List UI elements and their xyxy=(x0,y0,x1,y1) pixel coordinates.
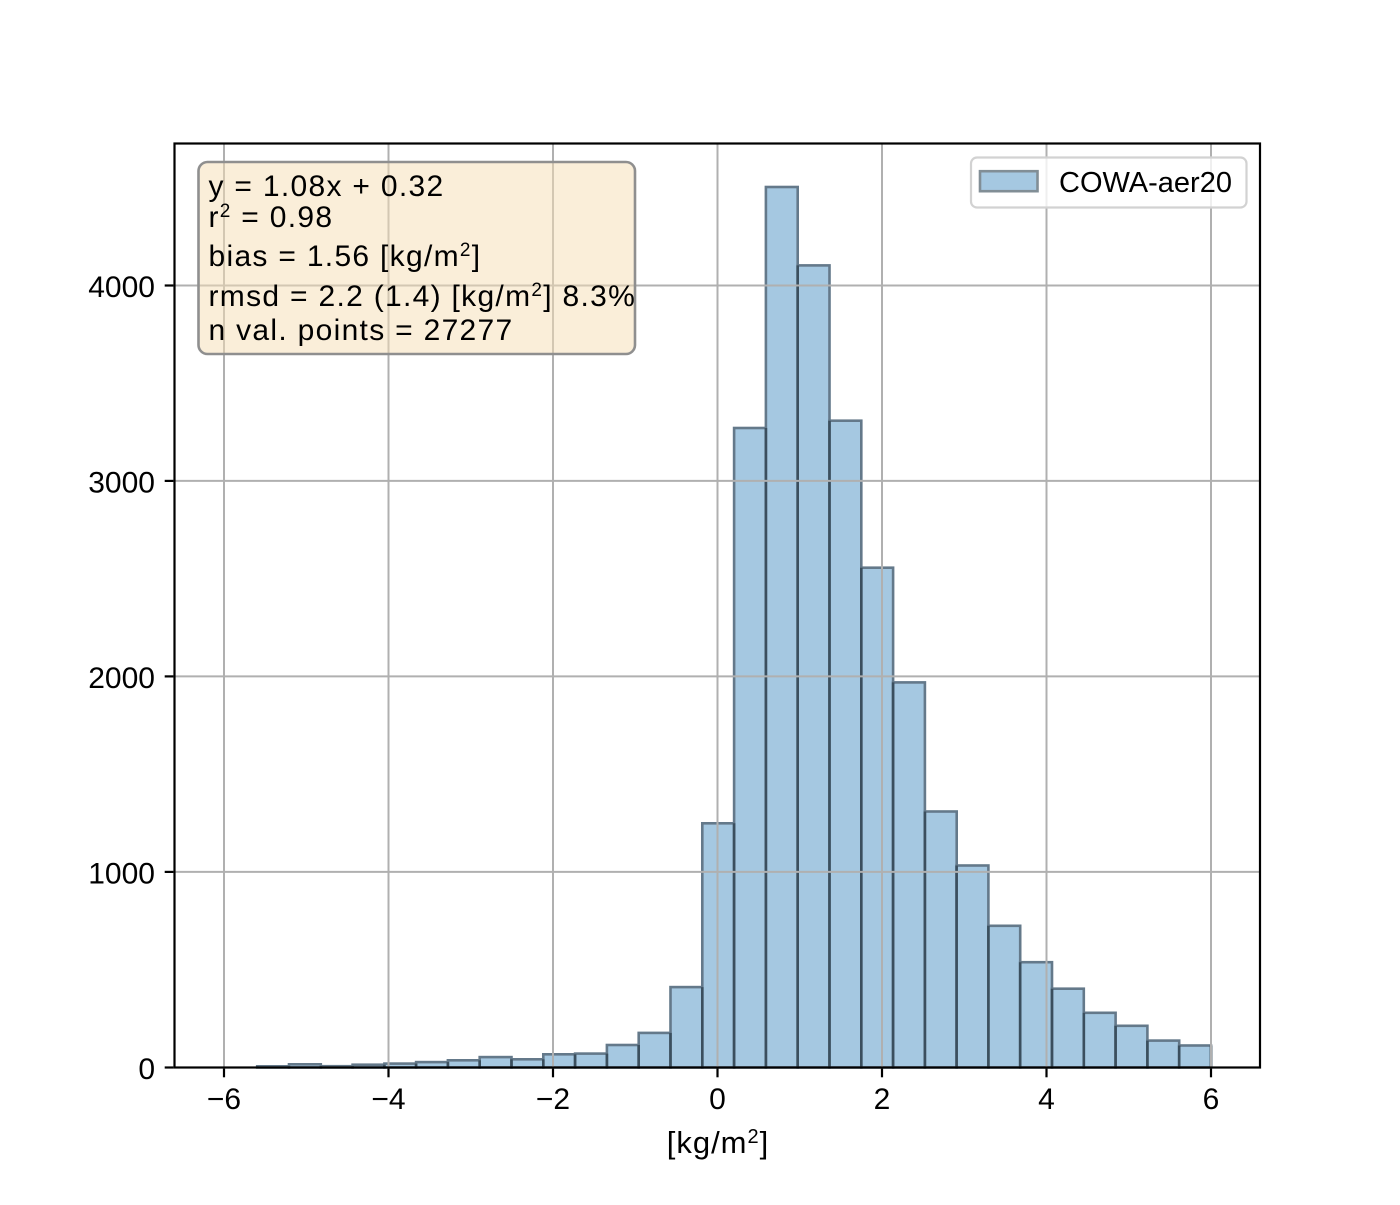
svg-text:4000: 4000 xyxy=(88,271,155,304)
svg-text:−4: −4 xyxy=(371,1083,405,1116)
svg-text:−6: −6 xyxy=(207,1083,241,1116)
svg-text:3000: 3000 xyxy=(88,466,155,499)
svg-text:rmsd = 2.2 (1.4) [kg/m2] 8.3%: rmsd = 2.2 (1.4) [kg/m2] 8.3% xyxy=(209,280,637,313)
svg-text:2000: 2000 xyxy=(88,662,155,695)
svg-text:COWA-aer20: COWA-aer20 xyxy=(1059,167,1232,199)
svg-text:4: 4 xyxy=(1038,1083,1055,1116)
svg-text:0: 0 xyxy=(709,1083,726,1116)
svg-text:0: 0 xyxy=(138,1053,155,1086)
svg-text:bias = 1.56 [kg/m2]: bias = 1.56 [kg/m2] xyxy=(209,240,482,273)
svg-text:2: 2 xyxy=(874,1083,891,1116)
svg-text:−2: −2 xyxy=(536,1083,570,1116)
svg-text:1000: 1000 xyxy=(88,857,155,890)
svg-text:n val. points = 27277: n val. points = 27277 xyxy=(209,314,514,347)
svg-text:6: 6 xyxy=(1203,1083,1220,1116)
svg-text:y = 1.08x + 0.32: y = 1.08x + 0.32 xyxy=(209,170,445,203)
svg-text:r2 = 0.98: r2 = 0.98 xyxy=(209,201,334,234)
